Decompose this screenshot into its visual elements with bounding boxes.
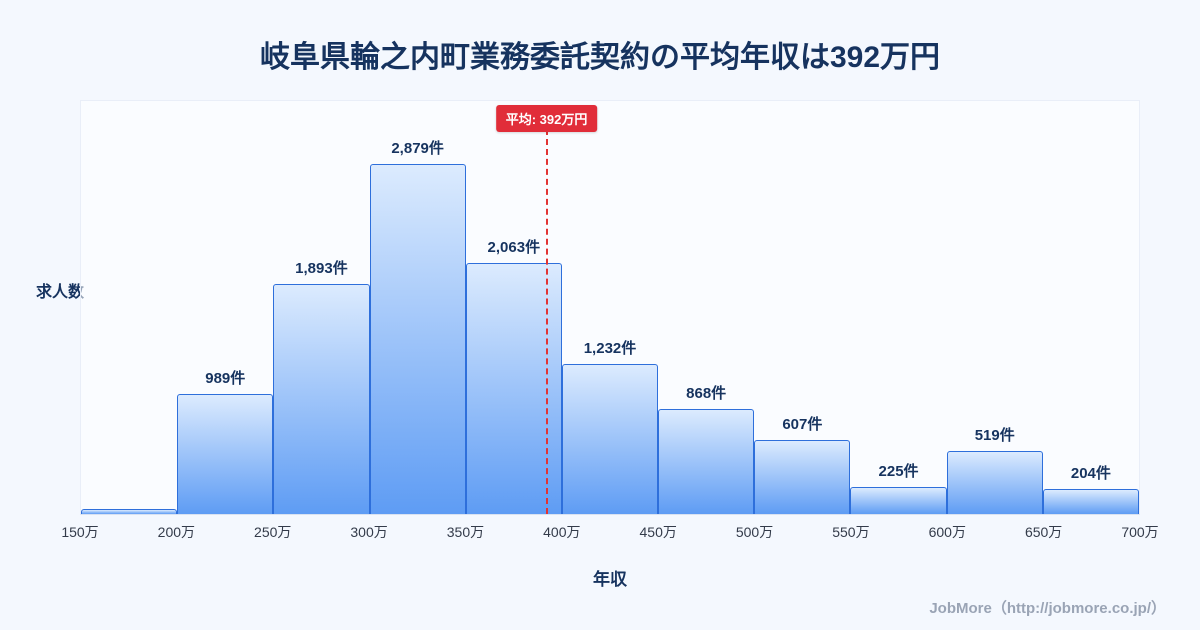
bar-value-label: 2,879件 — [391, 140, 444, 158]
histogram-bar-slot: 607件 — [754, 101, 851, 514]
histogram-bar — [658, 408, 755, 514]
bar-value-label: 2,063件 — [487, 239, 541, 257]
histogram-bar — [369, 164, 466, 514]
x-tick-label: 300万 — [350, 524, 388, 540]
histogram-bar — [850, 486, 947, 514]
histogram-bar — [561, 364, 659, 514]
histogram-bar — [177, 393, 274, 514]
histogram-bar — [1042, 489, 1139, 514]
histogram-bar-slot: 2,879件 — [369, 101, 466, 514]
salary-histogram: 989件 1,893件 2,879件 2,063件 1,232件 868件 607件 225件… — [61, 100, 1159, 590]
bar-value-label: 1,893件 — [295, 260, 348, 278]
average-badge: 平均: 392万円 — [495, 105, 598, 132]
x-tick-label: 600万 — [928, 524, 966, 540]
bar-value-label: 607件 — [782, 416, 823, 434]
bar-value-label: 989件 — [205, 369, 246, 387]
histogram-bar — [946, 450, 1043, 514]
page-title: 岐阜県輪之内町業務委託契約の平均年収は392万円 — [259, 41, 941, 74]
x-tick-label: 200万 — [157, 524, 196, 540]
histogram-bar — [81, 509, 178, 514]
bar-value-label: 204件 — [1070, 465, 1111, 483]
average-line — [545, 129, 548, 514]
bar-value-label: 868件 — [686, 384, 727, 402]
histogram-bar-slot: 1,893件 — [273, 101, 370, 514]
x-axis-label: 年収 — [593, 570, 627, 589]
bar-value-label: 519件 — [974, 426, 1015, 444]
x-tick-label: 450万 — [639, 524, 677, 540]
histogram-bar-slot: 1,232件 — [561, 101, 659, 514]
x-axis-ticks: 150万 200万 250万 300万 350万 400万 450万 500万 550万 600万… — [61, 515, 1158, 543]
plot-area: 989件 1,893件 2,879件 2,063件 1,232件 868件 607件 225件… — [80, 100, 1140, 515]
histogram-bar-slot: 519件 — [946, 101, 1043, 514]
x-tick-label: 700万 — [1121, 524, 1159, 540]
histogram-bar — [273, 284, 370, 514]
x-tick-label: 250万 — [254, 524, 292, 540]
x-tick-label: 550万 — [832, 524, 870, 540]
footer-credit: JobMore（http://jobmore.co.jp/） — [929, 600, 1166, 617]
x-tick-label: 650万 — [1024, 524, 1063, 540]
x-tick-label: 150万 — [61, 524, 99, 540]
histogram-bar-slot — [81, 101, 178, 514]
histogram-bar-slot: 225件 — [850, 101, 947, 514]
histogram-bar — [754, 440, 851, 514]
histogram-bar-slot: 989件 — [177, 101, 274, 514]
x-tick-label: 350万 — [446, 524, 485, 540]
y-axis-label: 求人数 — [36, 284, 85, 301]
histogram-bar-slot: 868件 — [658, 101, 755, 514]
x-tick-label: 500万 — [735, 524, 774, 540]
bar-value-label: 225件 — [878, 462, 919, 480]
histogram-bar-slot: 204件 — [1042, 101, 1139, 514]
x-tick-label: 400万 — [543, 524, 581, 540]
bars: 989件 1,893件 2,879件 2,063件 1,232件 868件 607件 225件… — [81, 101, 1139, 514]
bar-value-label: 1,232件 — [583, 340, 637, 358]
